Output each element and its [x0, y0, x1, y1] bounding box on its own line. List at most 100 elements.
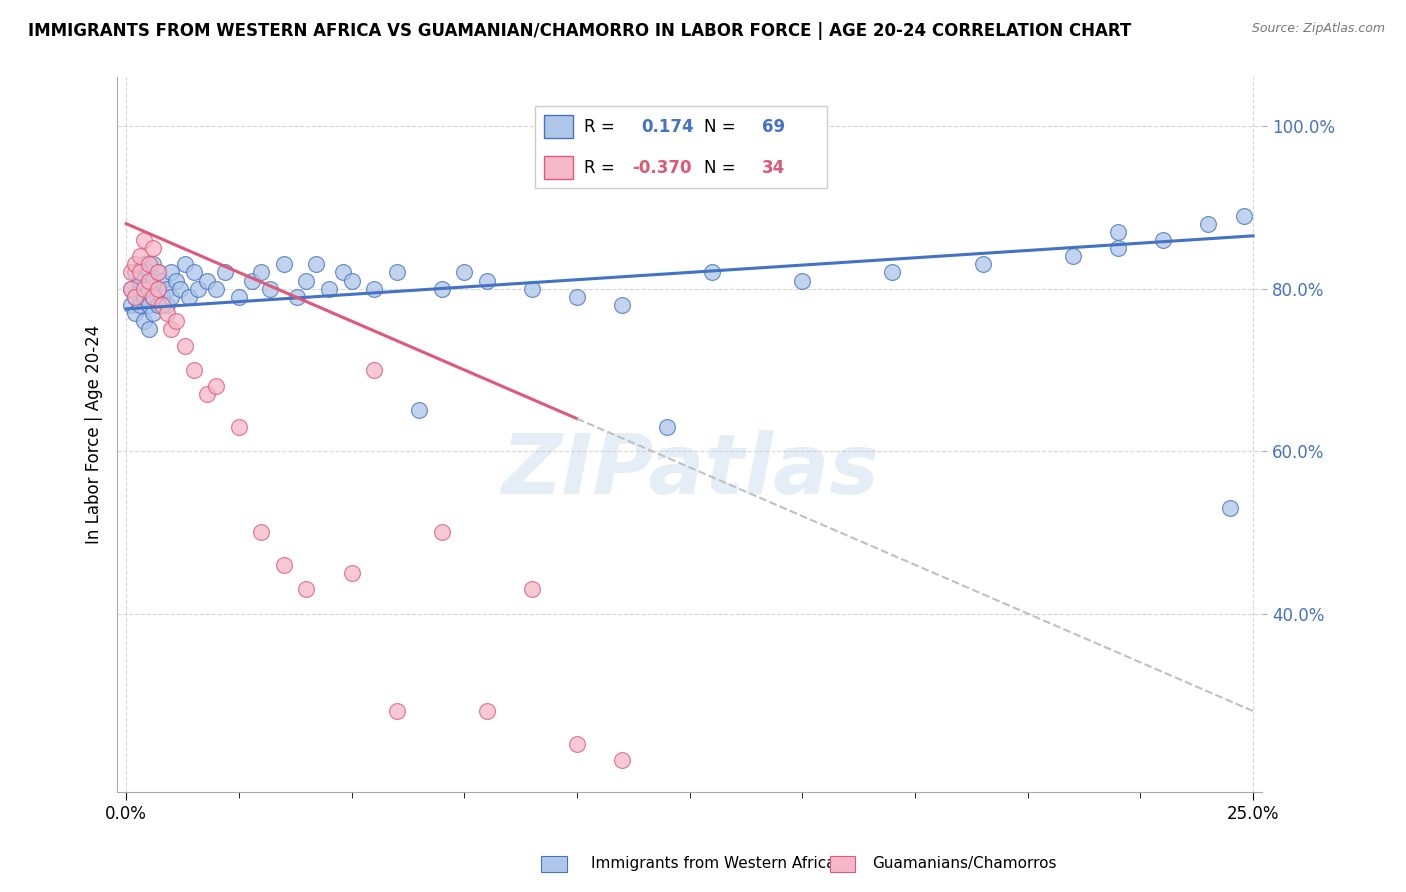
Point: [146, 282, 169, 296]
Point: [610, 298, 633, 312]
Point: [475, 704, 498, 718]
Point: [173, 338, 195, 352]
Point: [120, 282, 142, 296]
Point: [138, 322, 160, 336]
Point: [187, 282, 209, 296]
Point: [318, 282, 340, 296]
Point: [173, 257, 195, 271]
Point: [363, 282, 385, 296]
Point: [142, 306, 165, 320]
Text: 0.174: 0.174: [641, 118, 695, 136]
Point: [655, 419, 678, 434]
Point: [169, 282, 191, 296]
Text: 34: 34: [762, 159, 785, 177]
Point: [120, 298, 142, 312]
Point: [142, 290, 165, 304]
Point: [138, 273, 160, 287]
Point: [340, 566, 363, 580]
Point: [165, 314, 187, 328]
Text: N =: N =: [704, 118, 737, 136]
Point: [124, 290, 146, 304]
Point: [273, 558, 295, 572]
Point: [142, 290, 165, 304]
Point: [142, 241, 165, 255]
Point: [146, 265, 169, 279]
Point: [142, 257, 165, 271]
Point: [128, 298, 150, 312]
Point: [304, 257, 326, 271]
Point: [120, 282, 142, 296]
Text: 69: 69: [762, 118, 785, 136]
Text: N =: N =: [704, 159, 737, 177]
Text: -0.370: -0.370: [633, 159, 692, 177]
Point: [273, 257, 295, 271]
Point: [183, 363, 205, 377]
Point: [1062, 249, 1084, 263]
Text: R =: R =: [585, 118, 614, 136]
Point: [1233, 209, 1256, 223]
Point: [214, 265, 236, 279]
Point: [565, 737, 588, 751]
Point: [385, 265, 408, 279]
Point: [138, 298, 160, 312]
FancyBboxPatch shape: [536, 106, 827, 188]
Text: Source: ZipAtlas.com: Source: ZipAtlas.com: [1251, 22, 1385, 36]
Point: [520, 282, 543, 296]
Point: [134, 314, 156, 328]
Point: [142, 273, 165, 287]
Y-axis label: In Labor Force | Age 20-24: In Labor Force | Age 20-24: [86, 326, 103, 544]
Point: [124, 257, 146, 271]
Point: [156, 306, 179, 320]
Point: [792, 273, 814, 287]
Text: R =: R =: [585, 159, 614, 177]
Point: [1107, 241, 1129, 255]
Point: [520, 582, 543, 597]
Point: [1152, 233, 1174, 247]
Point: [475, 273, 498, 287]
Point: [128, 265, 150, 279]
Point: [340, 273, 363, 287]
Point: [259, 282, 281, 296]
Point: [124, 306, 146, 320]
Point: [124, 290, 146, 304]
Point: [146, 282, 169, 296]
Point: [179, 290, 201, 304]
Point: [408, 403, 430, 417]
Point: [205, 379, 228, 393]
Point: [134, 257, 156, 271]
Point: [165, 273, 187, 287]
FancyBboxPatch shape: [544, 156, 572, 179]
Point: [128, 282, 150, 296]
Point: [385, 704, 408, 718]
Point: [295, 273, 318, 287]
Point: [138, 257, 160, 271]
Text: ZIPatlas: ZIPatlas: [501, 430, 879, 511]
Point: [610, 753, 633, 767]
Point: [134, 282, 156, 296]
Point: [453, 265, 475, 279]
Point: [160, 290, 183, 304]
Point: [156, 282, 179, 296]
Point: [702, 265, 724, 279]
Point: [134, 290, 156, 304]
Point: [195, 273, 218, 287]
Point: [160, 322, 183, 336]
Point: [250, 265, 273, 279]
Point: [138, 265, 160, 279]
Text: Immigrants from Western Africa: Immigrants from Western Africa: [591, 856, 835, 871]
Point: [128, 273, 150, 287]
Point: [1219, 500, 1241, 515]
Point: [124, 265, 146, 279]
Point: [150, 298, 173, 312]
Point: [332, 265, 354, 279]
Text: IMMIGRANTS FROM WESTERN AFRICA VS GUAMANIAN/CHAMORRO IN LABOR FORCE | AGE 20-24 : IMMIGRANTS FROM WESTERN AFRICA VS GUAMAN…: [28, 22, 1132, 40]
Point: [146, 298, 169, 312]
Point: [156, 298, 179, 312]
Point: [1197, 217, 1219, 231]
FancyBboxPatch shape: [544, 115, 572, 138]
Point: [195, 387, 218, 401]
Text: Guamanians/Chamorros: Guamanians/Chamorros: [872, 856, 1056, 871]
Point: [295, 582, 318, 597]
Point: [1107, 225, 1129, 239]
Point: [128, 249, 150, 263]
